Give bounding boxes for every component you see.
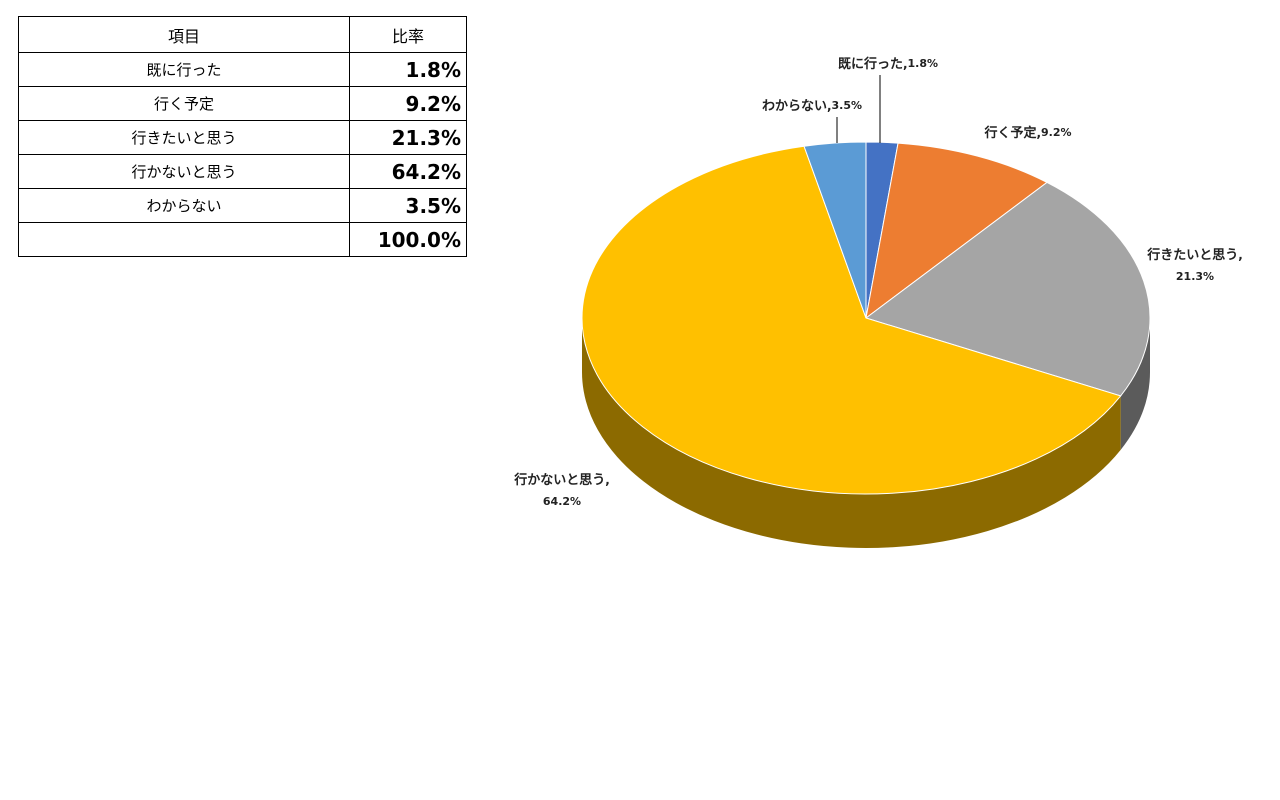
label-category: わからない (762, 99, 827, 114)
label-value: 64.2% (543, 495, 581, 508)
item-cell: わからない (18, 188, 350, 223)
table-row: 行きたいと思う 21.3% (18, 120, 467, 155)
label-category: 行きたいと思う (1146, 247, 1238, 263)
data-label: 行かないと思う, 64.2% (513, 472, 610, 509)
blank-cell (18, 222, 350, 257)
ratio-cell: 64.2% (349, 154, 467, 189)
total-cell: 100.0% (349, 222, 467, 257)
label-value: 3.5% (832, 99, 863, 112)
data-label: わからない,3.5% (762, 99, 862, 114)
slice (865, 142, 1048, 320)
ratio-cell: 1.8% (349, 52, 467, 87)
slice (864, 181, 1151, 397)
slice-side (582, 318, 1121, 548)
data-label: 既に行った,1.8% (838, 56, 938, 72)
header-cell: 項目 (18, 16, 350, 53)
label-category: 行く予定 (983, 125, 1036, 141)
label-value: 9.2% (1041, 126, 1072, 139)
slice (803, 141, 867, 319)
ratio-cell: 9.2% (349, 86, 467, 121)
table-header: 項目 比率 (18, 16, 467, 53)
ratio-table: 項目 比率 既に行った 1.8% 行く予定 9.2% 行きたいと思う 21.3% 行かないと… (18, 16, 467, 257)
label-separator: , (1238, 248, 1243, 262)
data-label: 行く予定,9.2% (983, 125, 1071, 141)
label-separator: , (827, 99, 832, 113)
data-label: 行きたいと思う, 21.3% (1146, 247, 1243, 284)
ratio-cell: 21.3% (349, 120, 467, 155)
label-value: 21.3% (1176, 270, 1214, 283)
table-row: わからない 3.5% (18, 188, 467, 223)
label-separator: , (1036, 126, 1041, 140)
slice-side (1120, 318, 1150, 450)
label-separator: , (605, 473, 610, 487)
total-row: 100.0% (18, 222, 467, 257)
label-category: 既に行った (838, 56, 903, 72)
label-category: 行かないと思う (513, 472, 605, 488)
table-row: 行かないと思う 64.2% (18, 154, 467, 189)
label-separator: , (903, 57, 908, 71)
item-cell: 行かないと思う (18, 154, 350, 189)
slice (581, 145, 1122, 495)
label-value: 1.8% (908, 57, 939, 70)
header-cell: 比率 (349, 16, 467, 53)
